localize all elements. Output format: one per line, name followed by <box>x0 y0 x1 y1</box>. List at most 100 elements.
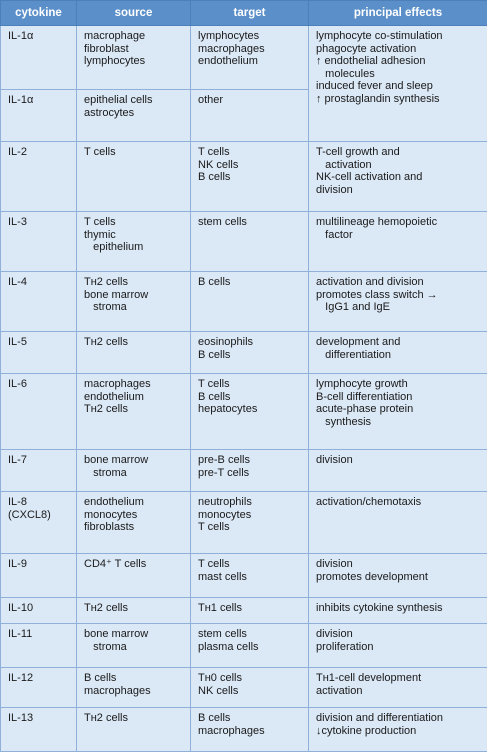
cell-line: B cells <box>198 349 303 362</box>
cell-line: macrophages <box>84 378 185 391</box>
cell-line: lymphocytes <box>198 30 303 43</box>
cell-line: B cells <box>84 672 185 685</box>
cell-line: Tʜ0 cells <box>198 672 303 685</box>
cell-line: eosinophils <box>198 336 303 349</box>
cell-line: mast cells <box>198 571 303 584</box>
cytokine-cell: IL-6 <box>1 374 77 450</box>
cytokine-cell: IL-11 <box>1 624 77 668</box>
cell-line: fibroblasts <box>84 521 185 534</box>
cell-line: stem cells <box>198 216 303 229</box>
source-cell: bone marrow stroma <box>77 624 191 668</box>
cell-line: monocytes <box>198 509 303 522</box>
cell-line: IL-4 <box>8 276 71 289</box>
cell-line: Tʜ2 cells <box>84 712 185 725</box>
cell-line: B cells <box>198 391 303 404</box>
effects-cell: division and differentiation↓cytokine pr… <box>309 708 487 752</box>
target-cell: other <box>191 90 309 142</box>
cell-line: promotes class switch → <box>316 289 482 302</box>
source-cell: Tʜ2 cells <box>77 598 191 624</box>
cell-line: inhibits cytokine synthesis <box>316 602 482 615</box>
effects-cell: development and differentiation <box>309 332 487 374</box>
header-cell: principal effects <box>309 1 487 26</box>
cell-line: division <box>316 454 482 467</box>
cell-line: stroma <box>84 301 185 314</box>
cell-line: IL-1α <box>8 30 71 43</box>
cytokine-cell: IL-8(CXCL8) <box>1 492 77 554</box>
header-cell: cytokine <box>1 1 77 26</box>
cell-line: bone marrow <box>84 628 185 641</box>
cell-line: T cells <box>198 378 303 391</box>
cytokine-cell: IL-1α <box>1 90 77 142</box>
cell-line: plasma cells <box>198 641 303 654</box>
header-cell: target <box>191 1 309 26</box>
cell-line: epithelium <box>84 241 185 254</box>
cytokine-cell: IL-5 <box>1 332 77 374</box>
cell-line: epithelial cells <box>84 94 185 107</box>
cell-line: bone marrow <box>84 454 185 467</box>
cytokine-cell: IL-12 <box>1 668 77 708</box>
cytokine-cell: IL-2 <box>1 142 77 212</box>
cell-line: endothelium <box>84 391 185 404</box>
effects-cell: multilineage hemopoietic factor <box>309 212 487 272</box>
cell-line: T-cell growth and <box>316 146 482 159</box>
header-cell: source <box>77 1 191 26</box>
effects-cell: inhibits cytokine synthesis <box>309 598 487 624</box>
cell-line: activation <box>316 685 482 698</box>
cell-line: stroma <box>84 641 185 654</box>
cell-line: macrophages <box>198 43 303 56</box>
cell-line: IL-9 <box>8 558 71 571</box>
cell-line: activation and division <box>316 276 482 289</box>
table-row: IL-8(CXCL8) endothelium monocytes fibroblas… <box>1 492 487 554</box>
cytokine-cell: IL-4 <box>1 272 77 332</box>
cell-line: differentiation <box>316 349 482 362</box>
cell-line: Tʜ2 cells <box>84 336 185 349</box>
cell-line: ↓cytokine production <box>316 725 482 738</box>
cell-line: ↑ prostaglandin synthesis <box>316 93 482 106</box>
effects-cell: activation/chemotaxis <box>309 492 487 554</box>
cell-line: phagocyte activation <box>316 43 482 56</box>
cytokine-cell: IL-7 <box>1 450 77 492</box>
cell-line: activation <box>316 159 482 172</box>
cell-line: Tʜ2 cells <box>84 602 185 615</box>
cell-line: division <box>316 628 482 641</box>
cell-line: acute-phase protein <box>316 403 482 416</box>
cytokine-cell: IL-10 <box>1 598 77 624</box>
cell-line: other <box>198 94 303 107</box>
target-cell: B cells <box>191 272 309 332</box>
cell-line: Tʜ2 cells <box>84 403 185 416</box>
cell-line: ↑ endothelial adhesion <box>316 55 482 68</box>
cell-line: IL-2 <box>8 146 71 159</box>
cell-line: macrophages <box>84 685 185 698</box>
cell-line: proliferation <box>316 641 482 654</box>
cell-line: Tʜ1-cell development <box>316 672 482 685</box>
cell-line: division <box>316 558 482 571</box>
cell-line: bone marrow <box>84 289 185 302</box>
source-cell: CD4⁺ T cells <box>77 554 191 598</box>
cell-line: NK-cell activation and <box>316 171 482 184</box>
cytokine-cell: IL-1α <box>1 26 77 90</box>
cell-line: hepatocytes <box>198 403 303 416</box>
cell-line: endothelium <box>84 496 185 509</box>
cell-line: lymphocyte growth <box>316 378 482 391</box>
